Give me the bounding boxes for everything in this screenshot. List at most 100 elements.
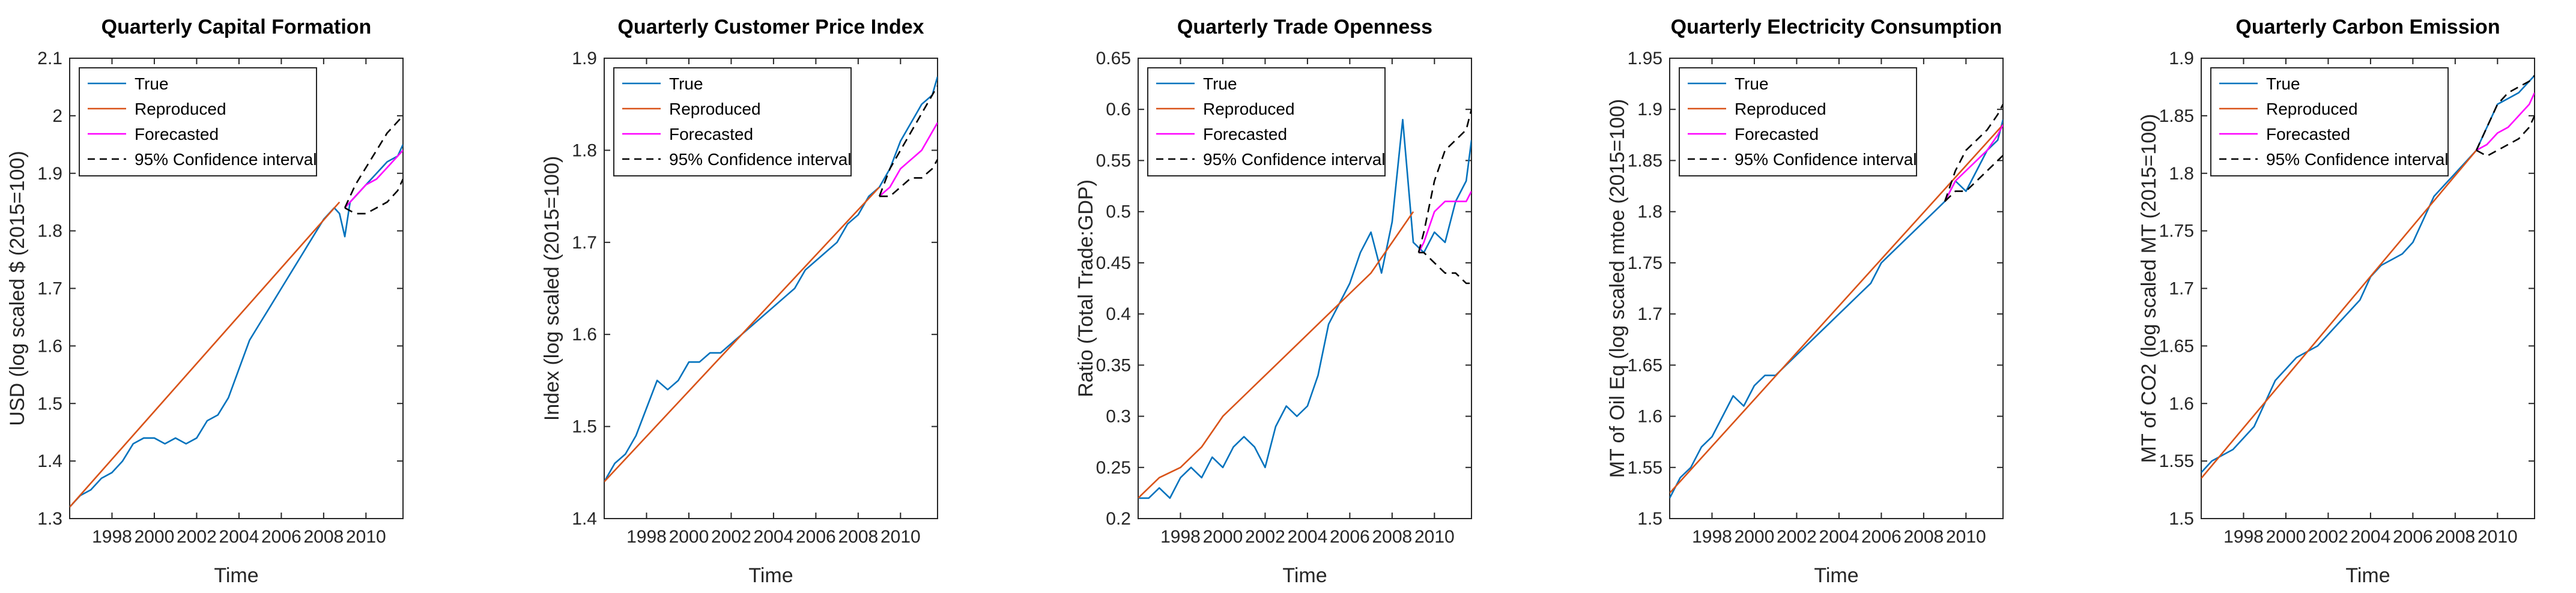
legend-item-true: True (2219, 74, 2300, 93)
x-tick-label: 2002 (1777, 527, 1817, 547)
y-tick-label: 1.5 (2169, 509, 2194, 529)
legend-item-forecasted: Forecasted (2219, 125, 2350, 143)
legend-label: True (669, 74, 703, 93)
y-tick-label: 2 (52, 106, 62, 126)
y-tick-label: 1.6 (1637, 407, 1662, 427)
legend-item-true: True (1688, 74, 1769, 93)
y-tick-label: 0.25 (1096, 458, 1131, 478)
legend-label: 95% Confidence interval (1203, 150, 1386, 169)
chart-title: Quarterly Customer Price Index (617, 16, 924, 38)
legend: True Reproduced Forecasted 95% Confidence i… (79, 67, 317, 176)
x-tick-label: 2008 (1903, 527, 1944, 547)
x-tick-label: 2004 (754, 527, 794, 547)
y-tick-label: 1.9 (37, 164, 62, 184)
y-tick-label: 1.4 (37, 451, 62, 471)
x-tick-label: 1998 (2223, 527, 2264, 547)
x-tick-label: 2000 (2266, 527, 2306, 547)
y-tick-label: 0.35 (1096, 355, 1131, 375)
series-line-95-ci-upper (878, 85, 938, 197)
series-line-95-ci-lower (879, 159, 938, 197)
x-tick-label: 2010 (880, 527, 921, 547)
x-tick-label: 2008 (838, 527, 878, 547)
x-tick-label: 2006 (261, 527, 302, 547)
legend-item-forecasted: Forecasted (1156, 125, 1287, 143)
x-tick-label: 2010 (1414, 527, 1455, 547)
legend-label: Forecasted (135, 125, 219, 143)
x-tick-label: 2004 (1288, 527, 1328, 547)
series-line-95-ci-upper (1417, 109, 1471, 253)
series-line-forecasted (1417, 191, 1471, 253)
legend-label: True (1203, 74, 1237, 93)
series-line-95-ci-lower (1418, 251, 1471, 284)
legend-box (1679, 67, 1917, 176)
legend-item-ci: 95% Confidence interval (1688, 150, 1917, 169)
y-tick-label: 0.4 (1106, 304, 1131, 324)
legend-item-reproduced: Reproduced (622, 100, 761, 118)
legend-label: Reproduced (135, 100, 226, 118)
y-tick-label: 1.6 (2169, 394, 2194, 414)
y-tick-label: 1.95 (1628, 49, 1662, 68)
y-tick-label: 1.7 (2169, 279, 2194, 299)
y-tick-label: 1.8 (37, 221, 62, 241)
x-tick-label: 2008 (303, 527, 344, 547)
legend-item-reproduced: Reproduced (1156, 100, 1295, 118)
series-line-95-ci-upper (344, 115, 403, 208)
y-tick-label: 0.5 (1106, 202, 1131, 222)
legend: True Reproduced Forecasted 95% Confidence i… (1679, 67, 1917, 176)
series-line-true (604, 76, 938, 483)
series-line-forecasted (344, 149, 403, 209)
y-tick-label: 1.7 (37, 279, 62, 299)
y-tick-label: 1.9 (1637, 100, 1662, 119)
y-axis-label: MT of Oil Eq (log scaled mtoe (2015=100) (1606, 99, 1629, 478)
y-tick-label: 0.55 (1096, 151, 1131, 170)
legend-label: Forecasted (1735, 125, 1819, 143)
y-tick-label: 0.6 (1106, 100, 1131, 119)
legend-label: 95% Confidence interval (1735, 150, 1917, 169)
x-tick-label: 1998 (1160, 527, 1201, 547)
series-line-95-ci-lower (344, 178, 403, 215)
x-tick-label: 2000 (135, 527, 175, 547)
y-tick-label: 1.6 (37, 336, 62, 356)
legend-label: True (1735, 74, 1769, 93)
legend-item-reproduced: Reproduced (2219, 100, 2358, 118)
x-tick-label: 2000 (669, 527, 709, 547)
chart-title: Quarterly Carbon Emission (2235, 16, 2500, 38)
series-line-reproduced (604, 186, 880, 483)
legend-box (1147, 67, 1386, 176)
legend-item-ci: 95% Confidence interval (2219, 150, 2449, 169)
legend-box (79, 67, 317, 176)
y-tick-label: 1.75 (1628, 253, 1662, 273)
legend-item-ci: 95% Confidence interval (1156, 150, 1386, 169)
y-tick-label: 1.5 (1637, 509, 1662, 529)
legend-item-forecasted: Forecasted (1688, 125, 1819, 143)
y-tick-label: 1.6 (572, 325, 597, 345)
y-tick-label: 1.8 (2169, 164, 2194, 184)
y-axis-label: Index (log scaled (2015=100) (541, 156, 563, 421)
legend-box (613, 67, 852, 176)
series-line-reproduced (2201, 149, 2478, 479)
legend-item-ci: 95% Confidence interval (622, 150, 852, 169)
series-line-reproduced (70, 201, 341, 508)
legend-item-reproduced: Reproduced (1688, 100, 1826, 118)
legend-item-true: True (88, 74, 169, 93)
y-tick-label: 1.5 (37, 394, 62, 414)
x-tick-label: 2010 (346, 527, 386, 547)
legend-label: 95% Confidence interval (669, 150, 852, 169)
x-tick-label: 2002 (2308, 527, 2348, 547)
series-line-95-ci-upper (1944, 104, 2003, 202)
y-tick-label: 1.55 (1628, 458, 1662, 478)
y-tick-label: 1.4 (572, 509, 597, 529)
y-tick-label: 0.2 (1106, 509, 1131, 529)
x-tick-label: 2000 (1203, 527, 1243, 547)
y-axis-label: MT of CO2 (log scaled MT (2015=100) (2138, 114, 2160, 463)
x-tick-label: 2002 (1245, 527, 1285, 547)
x-axis-label: Time (1282, 564, 1327, 587)
y-tick-label: 1.3 (37, 509, 62, 529)
x-tick-label: 2006 (1330, 527, 1370, 547)
x-axis-label: Time (2345, 564, 2390, 587)
legend-item-true: True (1156, 74, 1237, 93)
y-tick-label: 0.65 (1096, 49, 1131, 68)
x-tick-label: 1998 (626, 527, 667, 547)
